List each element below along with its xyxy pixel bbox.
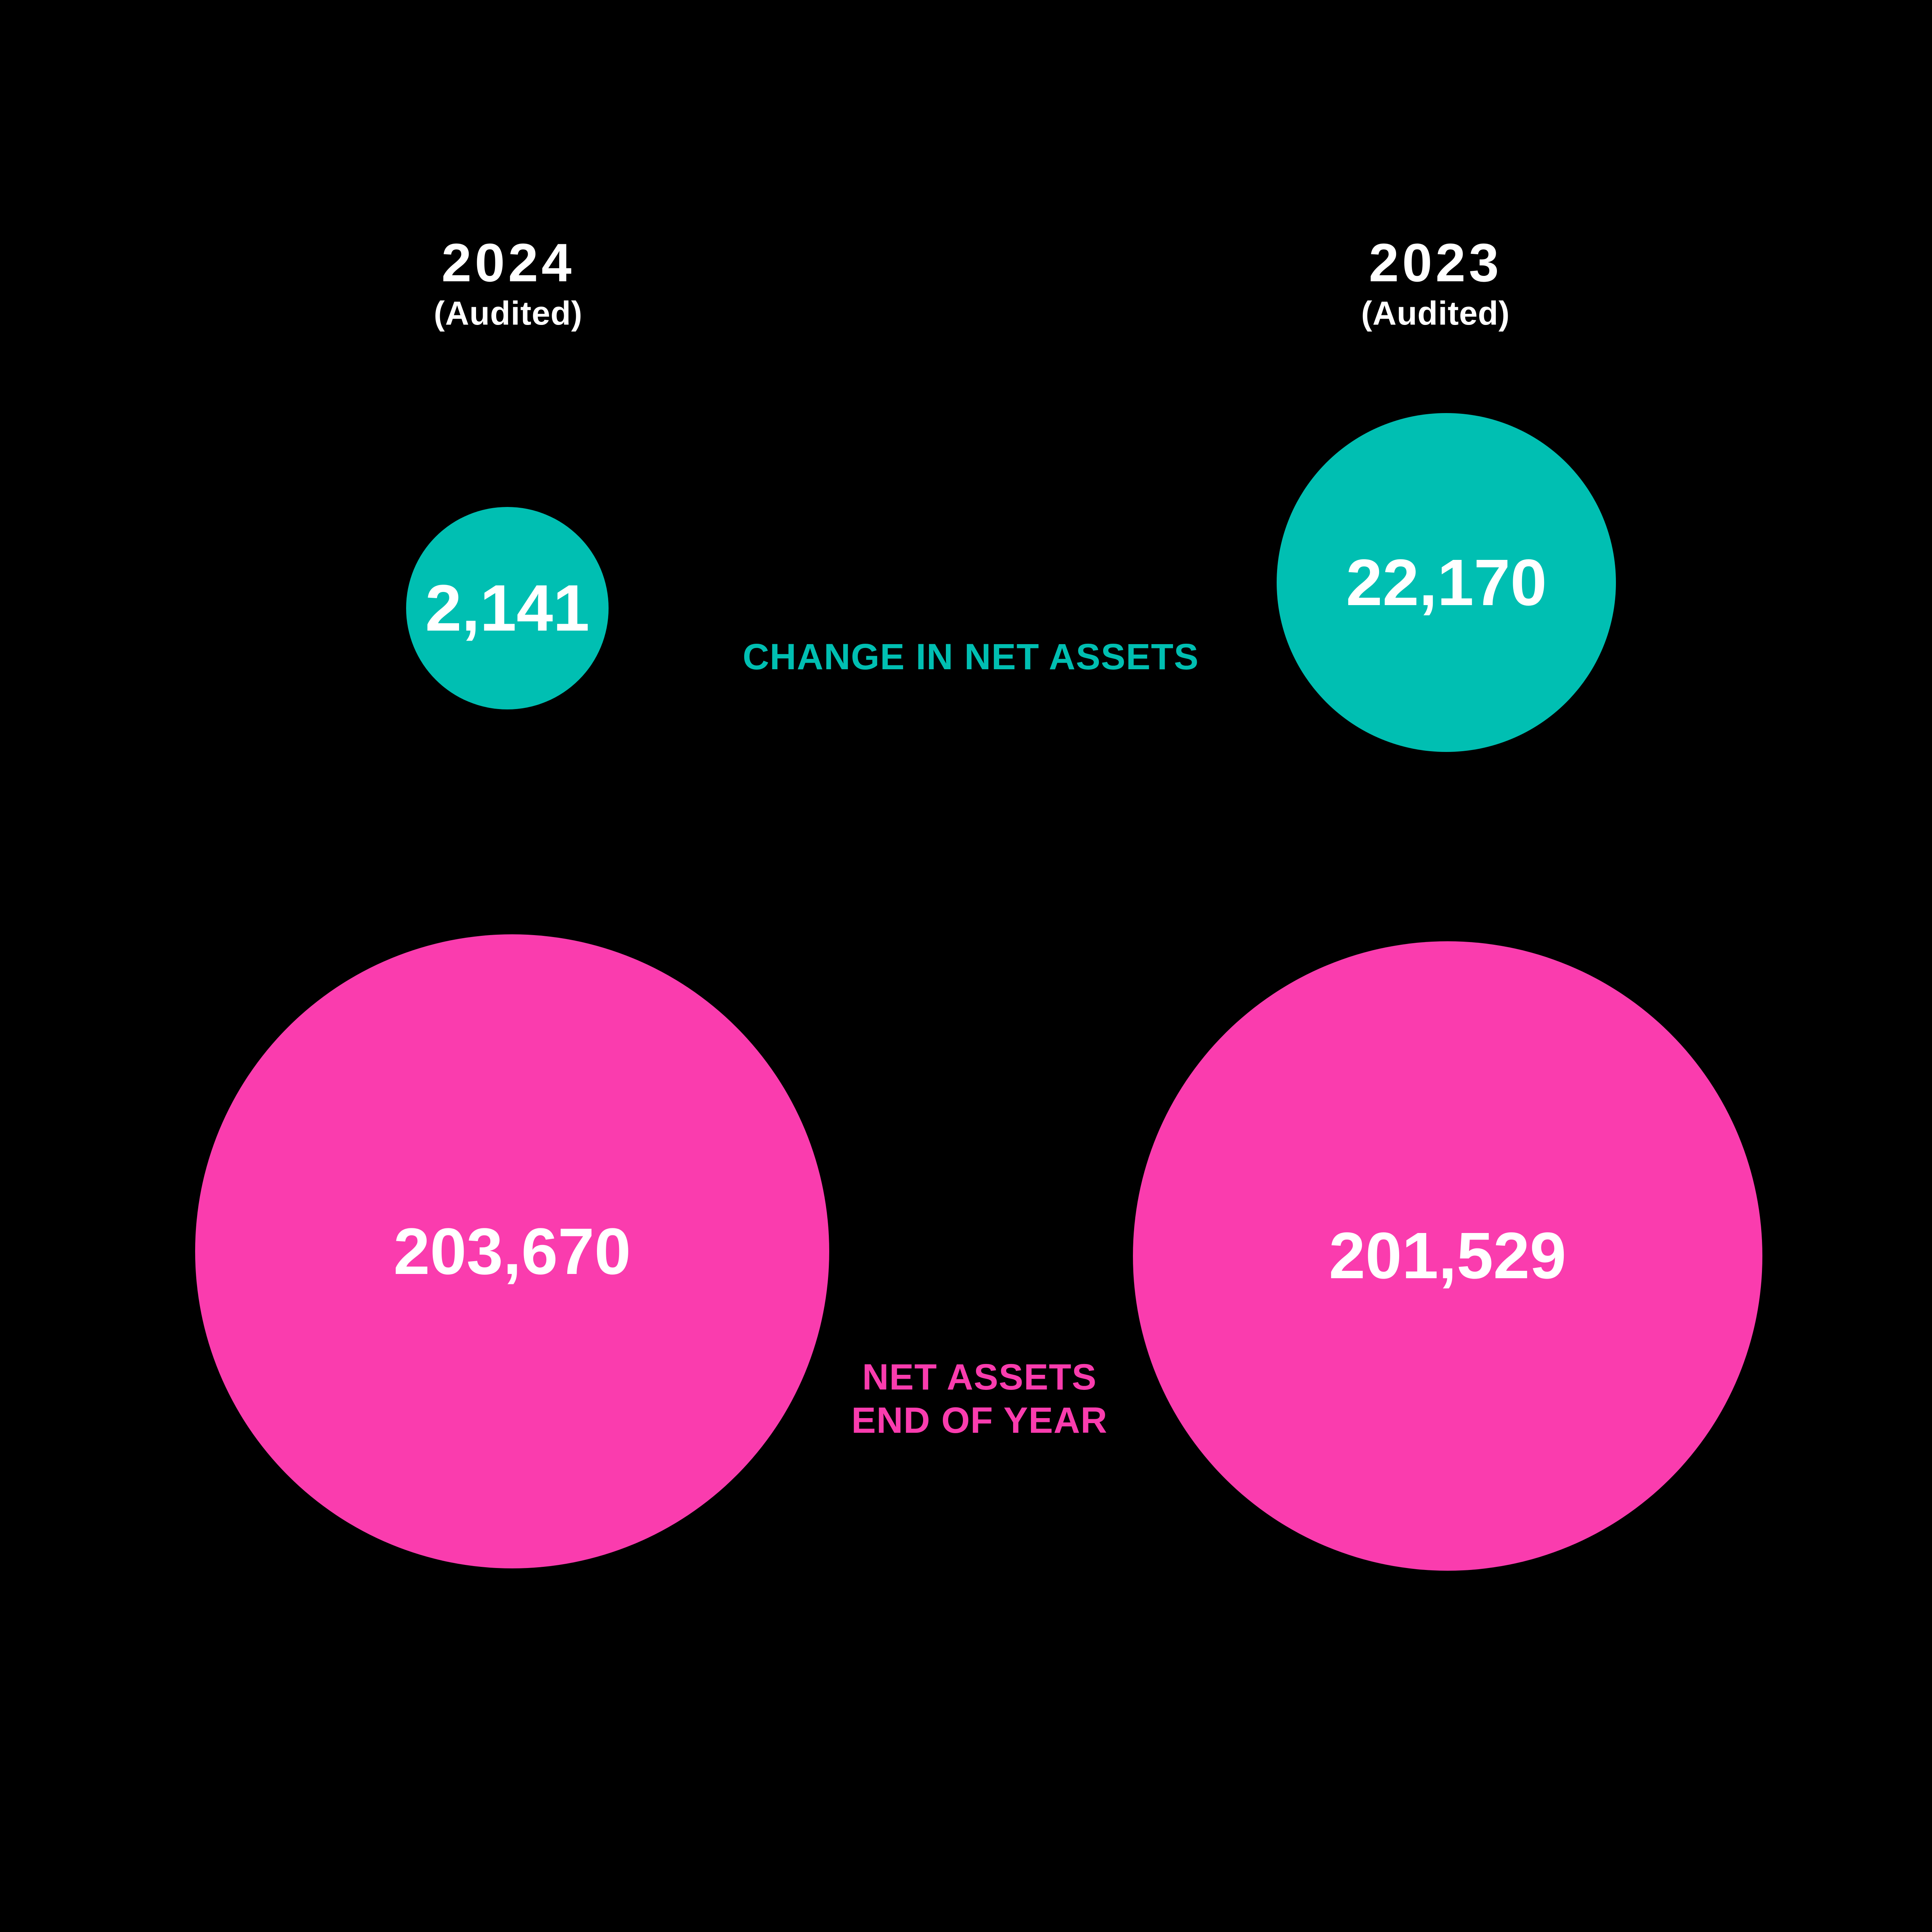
column-header-2023: 2023 (Audited) (1361, 236, 1510, 330)
change-in-net-assets-label: CHANGE IN NET ASSETS (743, 636, 1199, 677)
net-assets-label-line1: NET ASSETS (862, 1356, 1097, 1398)
bubble-net-2024-value: 203,670 (393, 1214, 631, 1288)
year-2023-label: 2023 (1369, 232, 1502, 293)
net-assets-label-line2: END OF YEAR (851, 1400, 1108, 1441)
audited-note-2023: (Audited) (1361, 294, 1510, 332)
bubble-net-2023: 201,529 (1133, 941, 1762, 1571)
audited-note-2024: (Audited) (434, 294, 583, 332)
bubble-change-2024-value: 2,141 (425, 571, 590, 645)
year-2024-label: 2024 (441, 232, 575, 293)
net-assets-end-of-year-label: NET ASSETS END OF YEAR (851, 1355, 1107, 1442)
bubble-net-2024: 203,670 (195, 934, 829, 1568)
bubble-change-2023-value: 22,170 (1346, 546, 1547, 619)
bubble-change-2024: 2,141 (406, 507, 609, 709)
bubble-net-2023-value: 201,529 (1328, 1219, 1566, 1293)
column-header-2024: 2024 (Audited) (434, 236, 582, 330)
bubble-change-2023: 22,170 (1277, 413, 1616, 752)
